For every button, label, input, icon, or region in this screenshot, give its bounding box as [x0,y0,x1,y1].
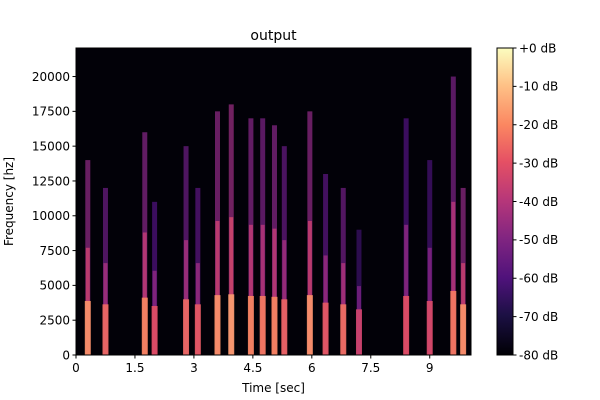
colorbar-tick-label: -20 dB [519,118,558,132]
burst-core [426,300,433,355]
burst-core [271,296,278,355]
burst-column-mid [282,240,287,355]
burst-core [460,304,467,355]
burst-core [322,302,329,355]
x-axis: 0 1.5 3 4.5 6 7.5 9 [72,355,434,375]
y-tick-label: 5000 [39,279,70,293]
burst-core [194,304,201,355]
burst-column-mid [451,201,456,355]
y-tick-label: 12500 [32,174,70,188]
burst-core [247,295,254,355]
colorbar [496,47,514,356]
x-tick-label: 1.5 [125,361,144,375]
burst-core [183,299,190,355]
burst-core [281,299,288,355]
colorbar-axis: +0 dB -10 dB -20 dB -30 dB -40 dB -50 dB -60 d… [513,41,558,362]
x-tick-label: 7.5 [361,361,380,375]
colorbar-tick-label: -50 dB [519,233,558,247]
y-tick-label: 10000 [32,209,70,223]
colorbar-tick-label: -10 dB [519,80,558,94]
x-tick-label: 0 [72,361,80,375]
burst-column-mid [184,240,189,355]
burst-core [355,309,362,355]
burst-column-mid [248,224,253,355]
colorbar-tick-label: -40 dB [519,195,558,209]
burst-column-mid [142,232,147,355]
spectrogram-image [76,48,471,355]
y-tick-label: 20000 [32,70,70,84]
plot-frame [75,47,472,356]
burst-column-mid [260,224,265,355]
colorbar-tick-label: -80 dB [519,348,558,362]
burst-core [102,304,109,355]
burst-core [228,294,235,355]
colorbar-tick-label: -30 dB [519,156,558,170]
x-tick-label: 9 [426,361,434,375]
x-tick-label: 6 [308,361,316,375]
burst-core [403,295,410,355]
burst-core [141,297,148,355]
colorbar-tick-label: -60 dB [519,272,558,286]
y-tick-label: 0 [62,348,70,362]
burst-core [151,305,158,355]
colorbar-tick-label: -70 dB [519,310,558,324]
y-tick-label: 17500 [32,105,70,119]
energy-bursts-layer [84,76,467,355]
x-tick-label: 3 [190,361,198,375]
burst-core [306,295,313,355]
burst-core [340,304,347,355]
x-axis-label: Time [sec] [241,381,305,395]
burst-core [259,295,266,355]
y-axis-label: Frequency [hz] [2,157,16,246]
burst-column-mid [215,220,220,355]
burst-column-mid [229,217,234,355]
burst-core [214,295,221,355]
y-tick-label: 7500 [39,244,70,258]
burst-column-mid [272,228,277,355]
burst-core [84,300,91,355]
y-tick-label: 15000 [32,139,70,153]
burst-column-mid [307,220,312,355]
burst-core [450,290,457,355]
colorbar-tick-label: +0 dB [519,41,556,55]
chart-title: output [250,28,297,44]
burst-column-mid [404,224,409,355]
y-axis: 0 2500 5000 7500 10000 12500 15000 17500 20000 [32,70,76,362]
x-tick-label: 4.5 [243,361,262,375]
y-tick-label: 2500 [39,313,70,327]
